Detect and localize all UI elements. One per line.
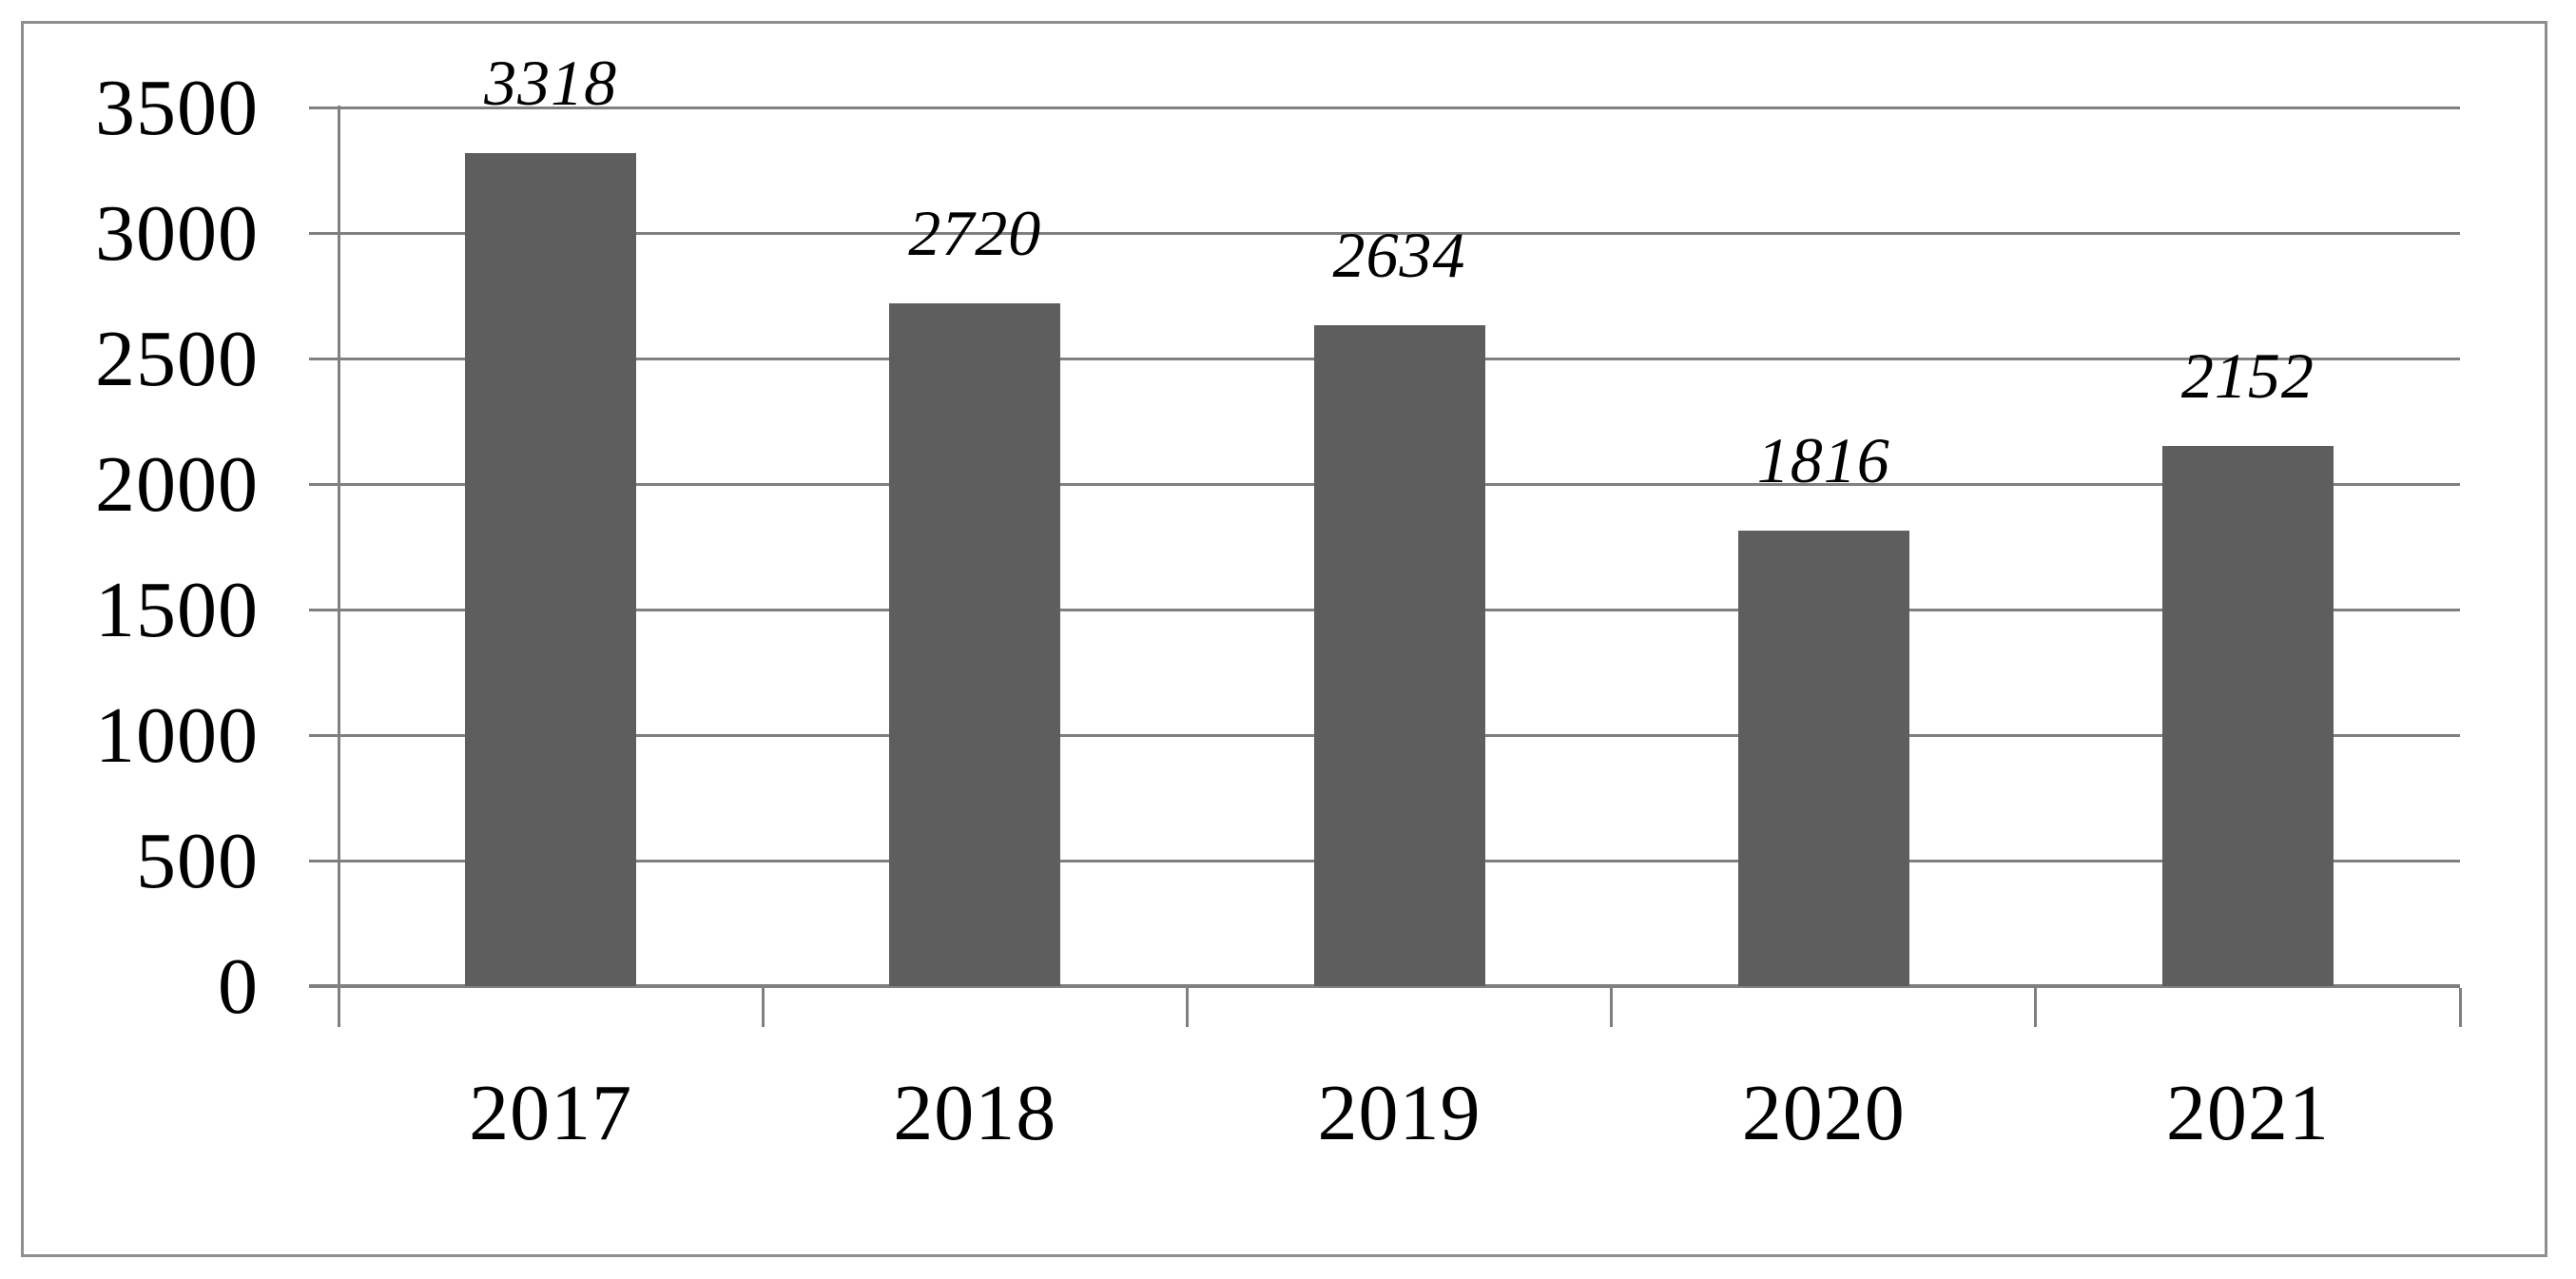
y-axis-tick-label: 0 <box>218 941 259 1031</box>
chart-frame <box>21 21 2547 1257</box>
x-axis-tick <box>1185 988 1189 1027</box>
y-axis-tick-label: 500 <box>136 816 259 905</box>
x-axis-tick <box>2458 988 2462 1027</box>
y-axis-tick-label: 3000 <box>95 188 259 278</box>
y-axis-tick-label: 1000 <box>95 690 259 780</box>
x-axis-tick <box>2034 988 2038 1027</box>
x-axis-category-label: 2017 <box>469 1068 633 1157</box>
bar-value-label: 2634 <box>1332 218 1466 291</box>
bar-value-label: 2152 <box>2180 339 2315 412</box>
bar-2018 <box>889 302 1061 986</box>
bar-2020 <box>1737 530 1909 986</box>
y-axis-tick-label: 2500 <box>95 314 259 403</box>
gridline-3500 <box>309 106 2460 109</box>
x-axis-tick <box>761 988 765 1027</box>
x-axis-category-label: 2019 <box>1317 1068 1482 1157</box>
x-axis-line <box>309 984 2460 988</box>
bar-2021 <box>2161 445 2334 986</box>
bar-value-label: 3318 <box>484 47 618 120</box>
bar-2017 <box>465 153 637 986</box>
y-axis-line <box>337 106 340 1027</box>
x-axis-category-label: 2021 <box>2165 1068 2330 1157</box>
y-axis-tick-label: 2000 <box>95 439 259 529</box>
bar-value-label: 2720 <box>908 196 1042 269</box>
bar-value-label: 1816 <box>1756 423 1890 496</box>
x-axis-category-label: 2020 <box>1741 1068 1906 1157</box>
x-axis-tick <box>1610 988 1614 1027</box>
bar-2019 <box>1313 324 1485 986</box>
gridline-3000 <box>309 231 2460 235</box>
y-axis-tick-label: 3500 <box>95 63 259 152</box>
y-axis-tick-label: 1500 <box>95 565 259 654</box>
x-axis-category-label: 2018 <box>893 1068 1057 1157</box>
